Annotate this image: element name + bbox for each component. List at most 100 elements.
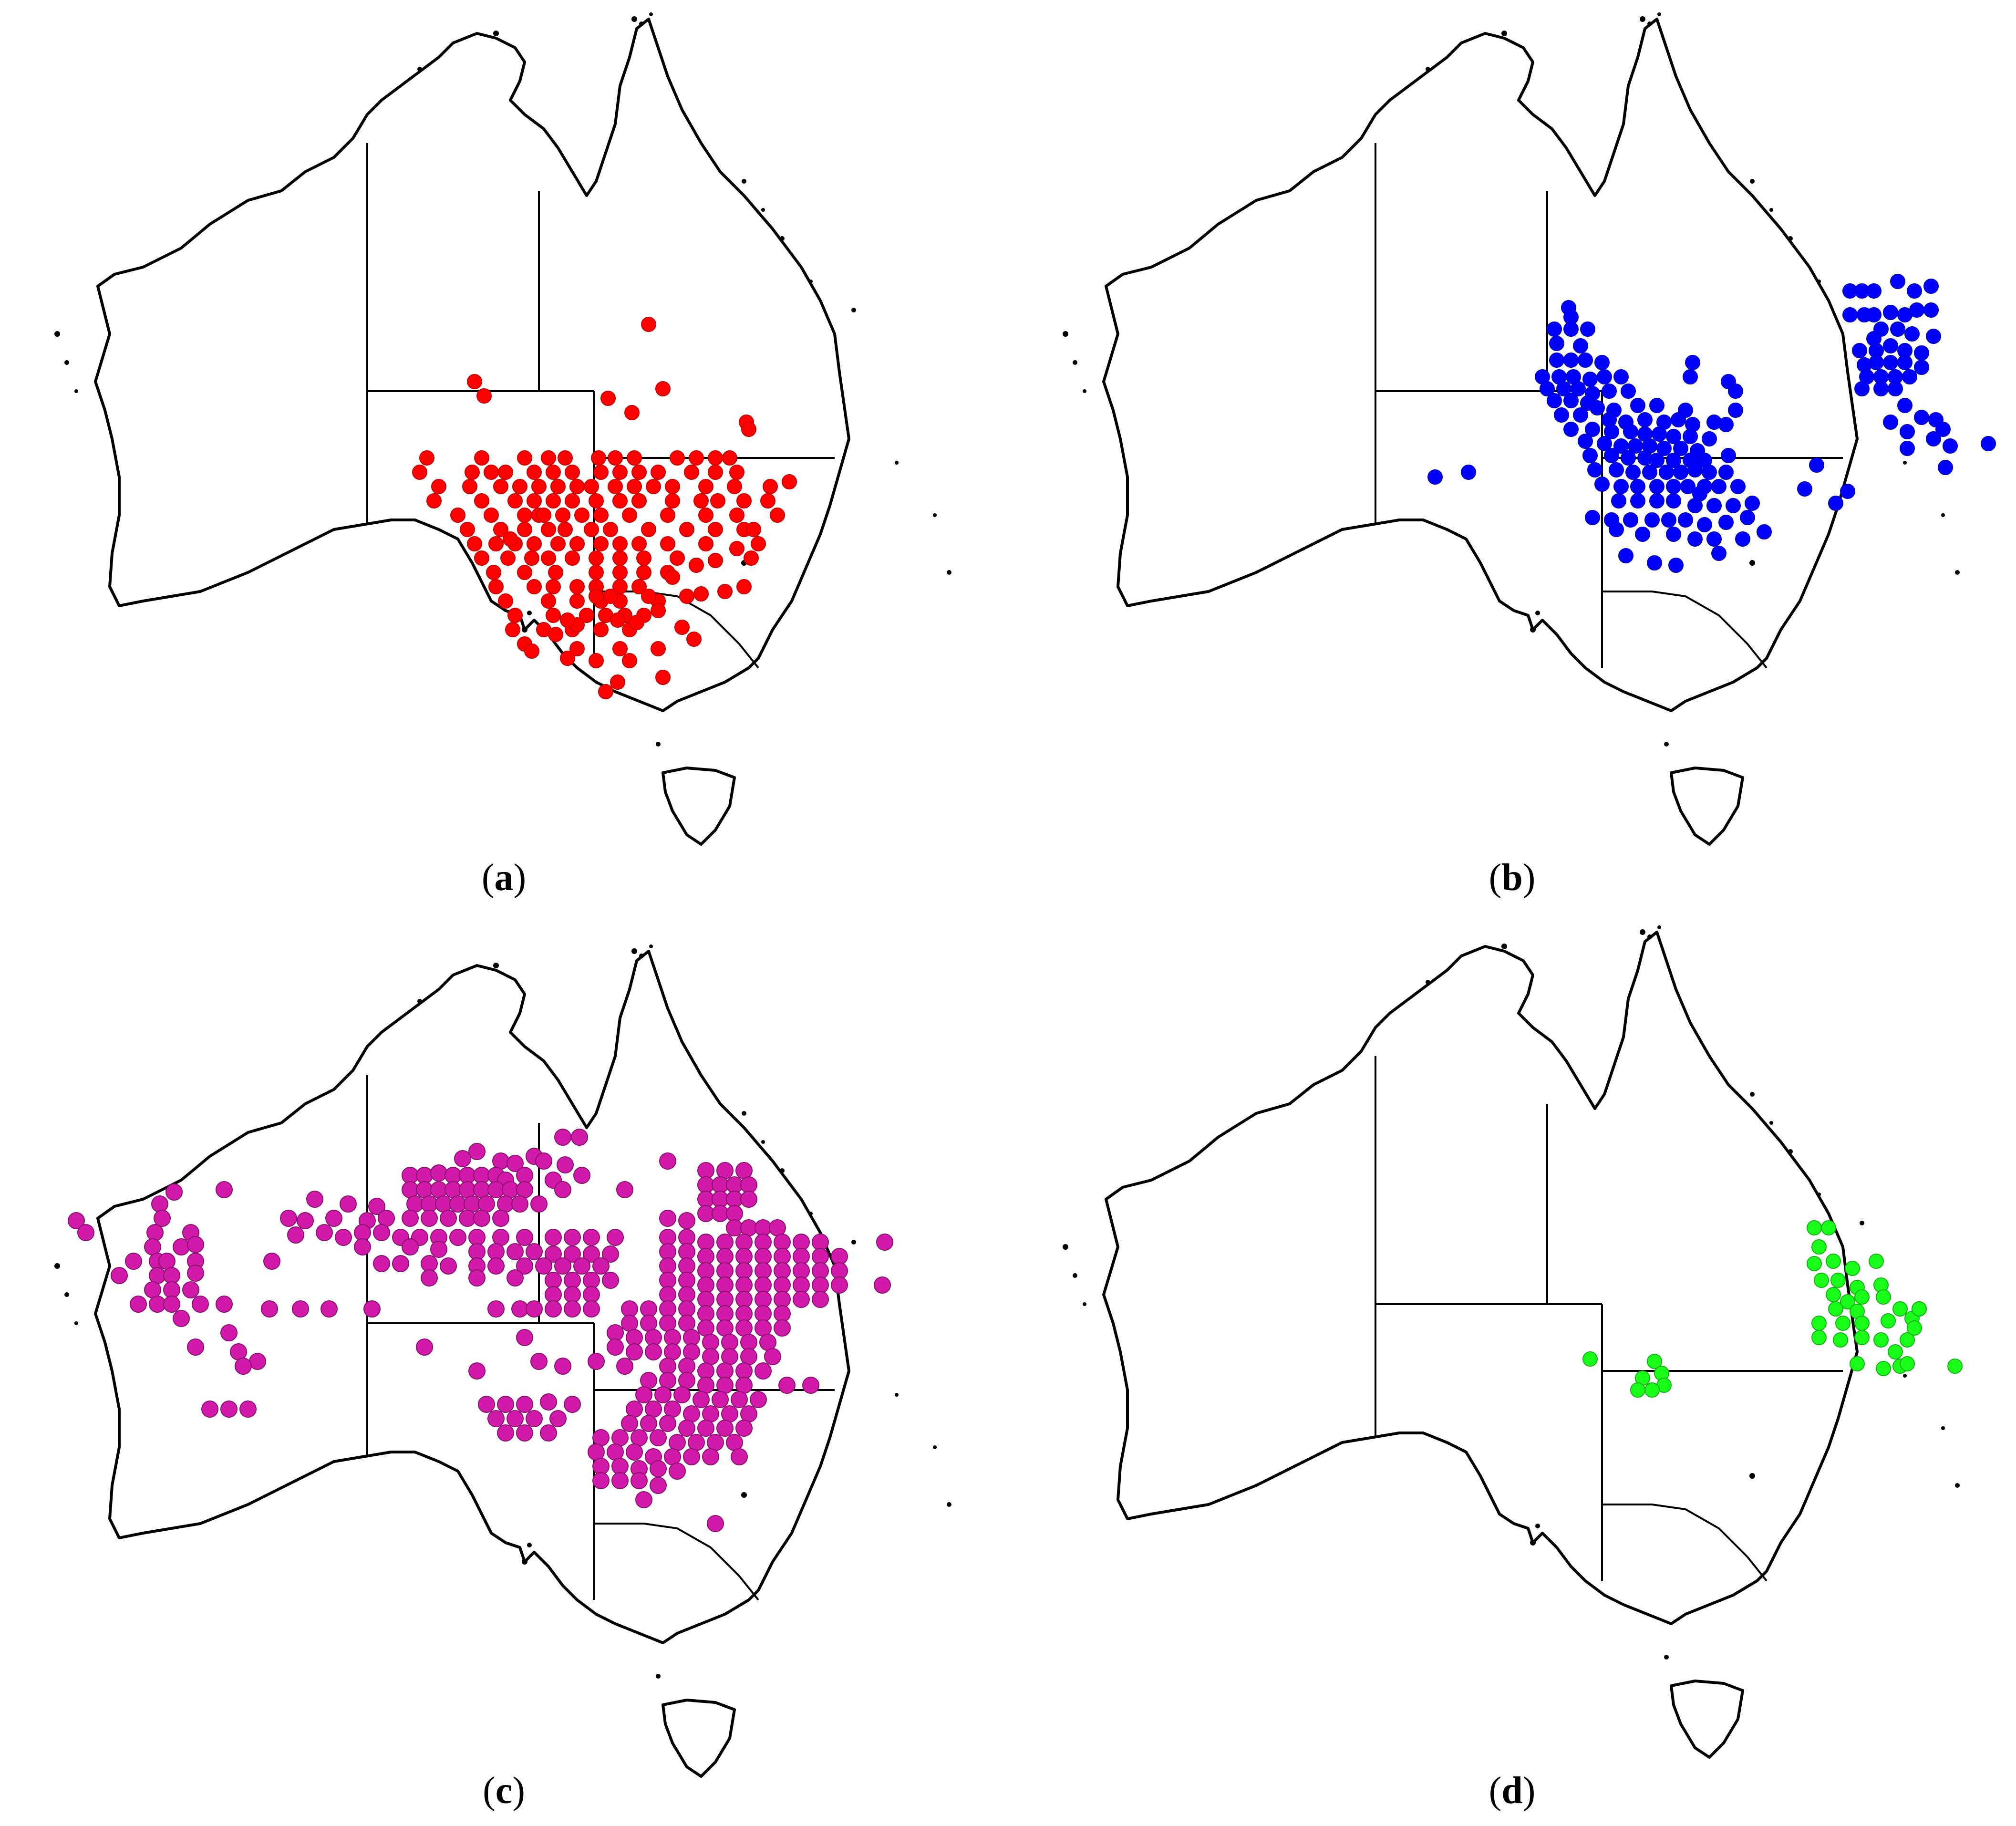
occurrence-point	[487, 1410, 505, 1427]
occurrence-point	[1852, 343, 1867, 358]
occurrence-point	[280, 1210, 297, 1227]
occurrence-point	[431, 479, 446, 494]
occurrence-point	[640, 1300, 657, 1318]
occurrence-point	[1578, 434, 1593, 449]
occurrence-point	[468, 1143, 486, 1160]
occurrence-point	[484, 465, 499, 480]
occurrence-point	[610, 612, 625, 628]
occurrence-point	[741, 422, 756, 437]
occurrence-point	[564, 1300, 581, 1318]
occurrence-point	[607, 1229, 624, 1246]
occurrence-point	[335, 1229, 352, 1246]
occurrence-point	[589, 493, 604, 508]
occurrence-point	[1702, 465, 1717, 480]
occurrence-point	[735, 1305, 753, 1322]
occurrence-point	[635, 1386, 652, 1403]
occurrence-point	[130, 1296, 147, 1313]
occurrence-point	[1649, 493, 1664, 508]
occurrence-point	[406, 1195, 424, 1213]
occurrence-point	[1828, 496, 1843, 511]
occurrence-point	[151, 1195, 168, 1213]
occurrence-point	[492, 1152, 509, 1170]
island-mark	[1073, 360, 1077, 365]
occurrence-point	[626, 1343, 643, 1360]
occurrence-point	[554, 1129, 571, 1146]
map-panel-c: (c)	[0, 913, 1008, 1826]
occurrence-point	[1897, 355, 1913, 370]
australia-map-d	[1063, 925, 1963, 1759]
state-border	[1602, 591, 1768, 669]
occurrence-point	[287, 1226, 304, 1244]
occurrence-point	[1427, 469, 1443, 485]
occurrence-point	[1935, 422, 1951, 437]
occurrence-point	[507, 493, 523, 508]
occurrence-point	[1582, 448, 1598, 463]
occurrence-point	[1697, 517, 1712, 532]
occurrence-point	[565, 550, 580, 566]
occurrence-point	[697, 1362, 714, 1380]
occurrence-point	[459, 1181, 476, 1198]
occurrence-point	[722, 450, 737, 466]
occurrence-point	[744, 550, 759, 566]
occurrence-point	[1635, 527, 1650, 542]
occurrence-point	[545, 1286, 562, 1303]
island-mark	[417, 67, 422, 72]
occurrence-point	[564, 1396, 581, 1413]
occurrence-point	[1728, 384, 1743, 399]
occurrence-point	[1604, 448, 1619, 463]
occurrence-point	[569, 579, 585, 594]
occurrence-point	[1590, 400, 1605, 415]
occurrence-point	[402, 1167, 419, 1184]
occurrence-point	[1890, 274, 1905, 289]
occurrence-point	[1897, 398, 1913, 413]
occurrence-point	[1909, 302, 1924, 318]
occurrence-point	[707, 1515, 724, 1532]
occurrence-point	[526, 1410, 543, 1427]
occurrence-point	[1845, 1261, 1860, 1276]
occurrence-point	[1883, 338, 1898, 353]
occurrence-point	[421, 1210, 438, 1227]
map-panel-d: (d)	[1008, 913, 2016, 1826]
occurrence-point	[550, 479, 566, 494]
island-mark	[895, 461, 899, 465]
occurrence-point	[1644, 1382, 1660, 1398]
occurrence-point	[557, 1156, 574, 1173]
occurrence-point	[755, 1248, 772, 1265]
occurrence-point	[187, 1338, 204, 1356]
island-mark	[1955, 1483, 1960, 1488]
occurrence-point	[631, 1429, 648, 1446]
occurrence-point	[368, 1198, 385, 1215]
occurrence-point	[454, 1150, 471, 1167]
island-mark	[639, 21, 644, 26]
occurrence-point	[1826, 1287, 1841, 1302]
occurrence-point	[503, 531, 518, 547]
occurrence-point	[1685, 355, 1700, 370]
occurrence-point	[512, 479, 527, 494]
occurrence-point	[1914, 345, 1929, 361]
occurrence-point	[488, 536, 504, 551]
occurrence-point	[545, 1245, 562, 1263]
occurrence-point	[1854, 1316, 1870, 1331]
occurrence-point	[679, 589, 694, 604]
occurrence-point	[1907, 283, 1922, 299]
occurrence-point	[517, 450, 532, 466]
occurrence-point	[1711, 479, 1727, 494]
occurrence-point	[440, 1257, 457, 1275]
occurrence-point	[1630, 493, 1645, 508]
island-mark	[1501, 31, 1507, 36]
occurrence-point	[717, 584, 733, 599]
occurrence-point	[320, 1300, 338, 1318]
occurrence-point	[445, 1167, 462, 1184]
occurrence-point	[1563, 322, 1579, 337]
occurrence-point	[1797, 481, 1812, 497]
occurrence-point	[1597, 369, 1612, 384]
occurrence-point	[1683, 429, 1698, 444]
occurrence-point	[306, 1191, 323, 1208]
occurrence-point	[583, 1245, 600, 1263]
occurrence-point	[1854, 381, 1870, 396]
occurrence-point	[774, 1319, 791, 1337]
occurrence-point	[740, 1176, 757, 1193]
occurrence-point	[316, 1224, 333, 1241]
occurrence-point	[702, 1334, 719, 1351]
occurrence-point	[546, 493, 561, 508]
